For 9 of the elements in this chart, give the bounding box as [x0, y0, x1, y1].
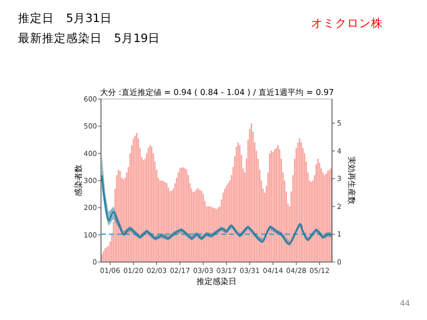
text: オミクロン株 — [311, 16, 383, 30]
chart-subtitle: 最新推定感染日 5月19日 — [18, 31, 160, 45]
y-axis-title: 感染者数 — [74, 164, 83, 196]
text: 大分 :直近推定値 = 0.94 ( 0.84 - 1.04 ) / 直近1週平均 = 0.97 — [100, 87, 334, 97]
y2-axis-title: 実効再生産数 — [347, 156, 356, 204]
text: 44 — [400, 299, 410, 308]
x-axis-title: 推定感染日 — [196, 277, 236, 286]
line-series — [101, 175, 332, 245]
chart-title: 推定日 5月31日 — [18, 11, 112, 25]
